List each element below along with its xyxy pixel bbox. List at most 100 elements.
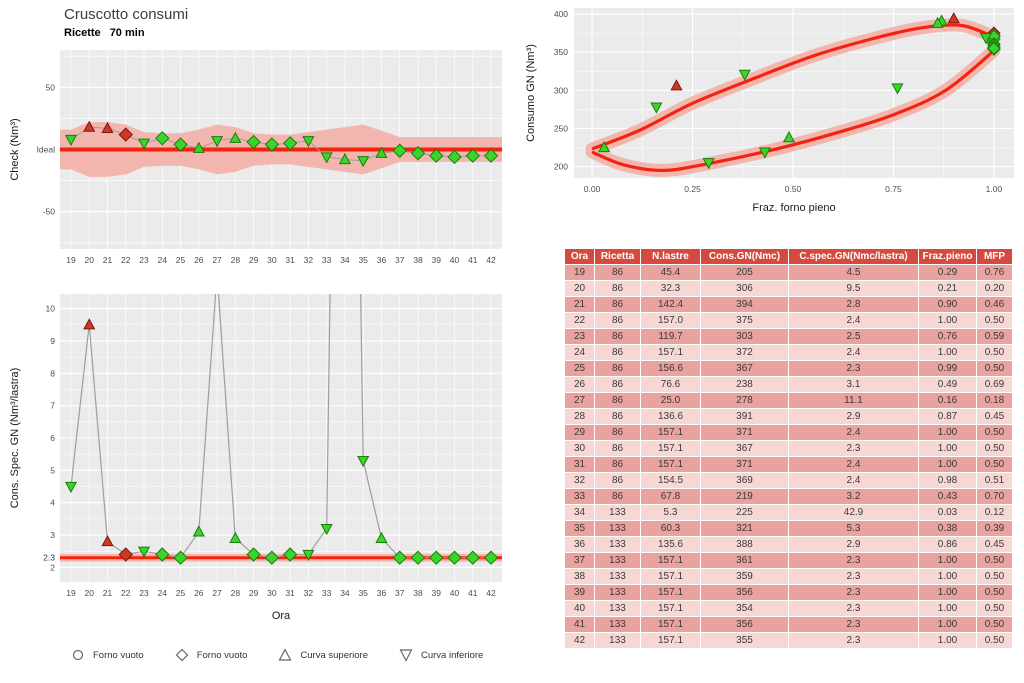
table-cell: 133 <box>594 600 641 617</box>
axis-text: 8 <box>50 368 55 378</box>
axis-text: 38 <box>413 588 423 598</box>
axis-text: 4 <box>50 498 55 508</box>
table-row: 20 86 32.3 306 9.5 0.21 0.20 <box>564 280 1013 297</box>
table-cell: 3.2 <box>788 488 919 505</box>
legend-item: Forno vuoto <box>70 648 144 662</box>
triangle-up-icon <box>278 648 292 661</box>
table-cell: 0.86 <box>918 536 977 553</box>
data-point-marker <box>947 12 960 24</box>
axis-text: Ideal <box>37 145 56 155</box>
circle-icon <box>72 649 84 661</box>
table-cell: 157.1 <box>640 568 701 585</box>
table-cell: 27 <box>564 392 595 409</box>
data-point-marker <box>758 147 771 159</box>
axis-text: 37 <box>395 588 405 598</box>
table-cell: 0.76 <box>918 328 977 345</box>
data-point-marker <box>173 137 188 152</box>
table-cell: 35 <box>564 520 595 537</box>
legend-item: Curva superiore <box>277 648 368 662</box>
axis-text: 50 <box>46 82 56 92</box>
table-cell: 219 <box>700 488 789 505</box>
table-cell: 11.1 <box>788 392 919 409</box>
data-point-marker <box>410 146 426 161</box>
axis-text: 22 <box>121 255 131 265</box>
data-point-marker <box>101 121 114 133</box>
table-cell: 356 <box>700 584 789 601</box>
data-point-marker <box>137 546 151 558</box>
table-cell: 86 <box>594 344 641 361</box>
table-cell: 19 <box>564 264 595 281</box>
axis-text: 29 <box>249 588 259 598</box>
table-row: 37 133 157.1 361 2.3 1.00 0.50 <box>564 552 1013 569</box>
table-cell: 86 <box>594 424 641 441</box>
axis-text: Check (Nm³) <box>9 118 21 180</box>
data-point-marker <box>101 535 114 547</box>
table-cell: 156.6 <box>640 360 701 377</box>
table-cell: 0.76 <box>976 264 1013 281</box>
gas-vs-fraction-chart: 200 250 300 350 400 0.00 0.25 0.50 0.75 1.00 Fraz.… <box>525 8 1014 214</box>
table-cell: 133 <box>594 616 641 633</box>
table-cell: 25 <box>564 360 595 377</box>
table-cell: 157.1 <box>640 600 701 617</box>
data-point-marker <box>429 148 444 163</box>
table-cell: 32.3 <box>640 280 701 297</box>
axis-text: 33 <box>322 588 332 598</box>
table-header-cell: MFP <box>976 248 1013 265</box>
axis-text: 35 <box>358 255 368 265</box>
table-cell: 133 <box>594 536 641 553</box>
table-cell: 2.9 <box>788 536 919 553</box>
table-cell: 369 <box>700 472 789 489</box>
table-cell: 1.00 <box>918 424 977 441</box>
table-cell: 67.8 <box>640 488 701 505</box>
table-row: 34 133 5.3 225 42.9 0.03 0.12 <box>564 504 1013 521</box>
table-row: 27 86 25.0 278 11.1 0.16 0.18 <box>564 392 1013 409</box>
table-cell: 225 <box>700 504 789 521</box>
axis-text: 25 <box>176 588 186 598</box>
axis-text: 2 <box>50 562 55 572</box>
axis-text: 0.25 <box>684 184 701 194</box>
table-cell: 36 <box>564 536 595 553</box>
table-cell: 142.4 <box>640 296 701 313</box>
table-cell: 157.1 <box>640 584 701 601</box>
table-cell: 303 <box>700 328 789 345</box>
data-point-marker <box>670 79 683 91</box>
table-cell: 119.7 <box>640 328 701 345</box>
data-point-marker <box>192 525 205 537</box>
axis-text: 24 <box>158 588 168 598</box>
table-cell: 32 <box>564 472 595 489</box>
table-cell: 1.00 <box>918 632 977 649</box>
axis-text: 200 <box>554 162 568 172</box>
axis-text: 32 <box>304 255 314 265</box>
table-cell: 0.12 <box>976 504 1013 521</box>
table-cell: 0.20 <box>976 280 1013 297</box>
axis-text: 28 <box>231 588 241 598</box>
axis-text: 41 <box>468 588 478 598</box>
table-cell: 154.5 <box>640 472 701 489</box>
table-cell: 86 <box>594 392 641 409</box>
table-cell: 0.03 <box>918 504 977 521</box>
axis-text: 20 <box>84 588 94 598</box>
table-cell: 1.00 <box>918 456 977 473</box>
table-cell: 1.00 <box>918 616 977 633</box>
axis-text: 26 <box>194 588 204 598</box>
table-cell: 76.6 <box>640 376 701 393</box>
axis-text: 27 <box>212 255 222 265</box>
table-row: 29 86 157.1 371 2.4 1.00 0.50 <box>564 424 1013 441</box>
table-cell: 0.50 <box>976 584 1013 601</box>
table-cell: 133 <box>594 632 641 649</box>
data-point-marker <box>782 131 796 143</box>
table-cell: 0.16 <box>918 392 977 409</box>
data-point-marker <box>173 550 188 565</box>
page-subtitle: Ricette 70 min <box>64 27 145 39</box>
table-cell: 157.1 <box>640 632 701 649</box>
axis-text: 19 <box>66 255 76 265</box>
axis-text: 21 <box>103 255 113 265</box>
table-row: 42 133 157.1 355 2.3 1.00 0.50 <box>564 632 1013 649</box>
table-cell: 37 <box>564 552 595 569</box>
legend-item-label: Curva inferiore <box>421 649 484 661</box>
axis-text: 28 <box>231 255 241 265</box>
data-point-marker <box>483 550 499 565</box>
table-cell: 0.39 <box>976 520 1013 537</box>
table-cell: 0.45 <box>976 536 1013 553</box>
axis-text: 24 <box>158 255 168 265</box>
